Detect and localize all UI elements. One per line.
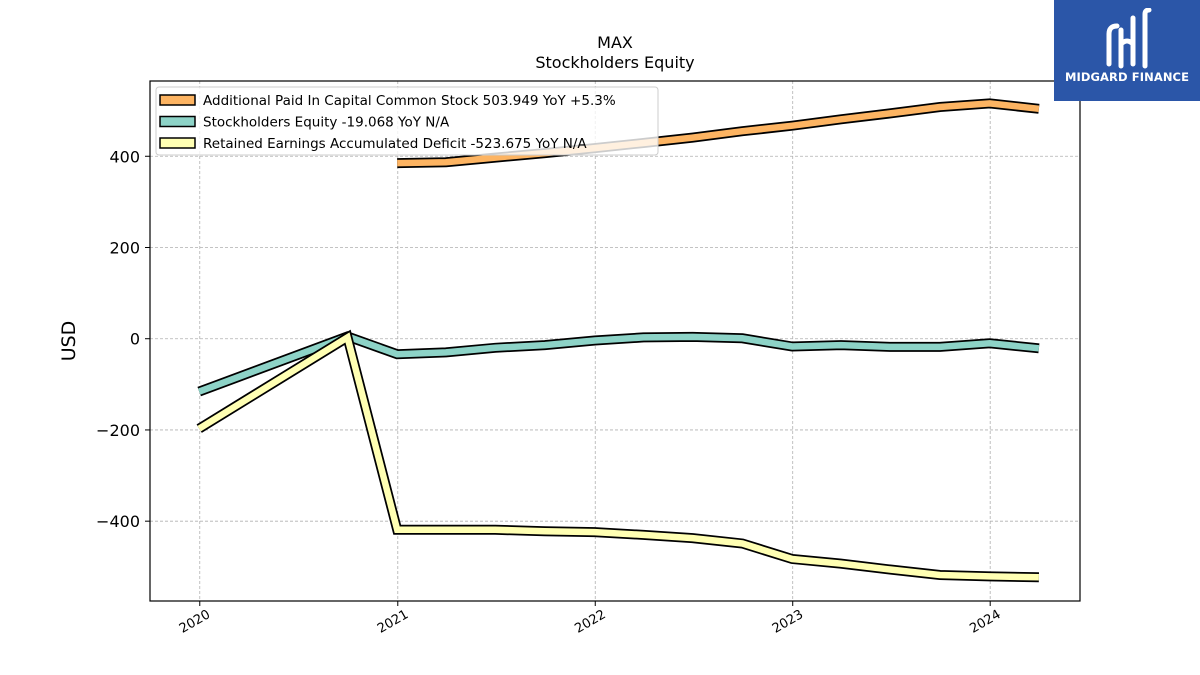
x-tick-label: 2022 <box>572 607 608 637</box>
legend-item: Stockholders Equity -19.068 YoY N/A <box>159 115 450 131</box>
legend-label: Retained Earnings Accumulated Deficit -5… <box>203 136 587 152</box>
chart-subtitle: Stockholders Equity <box>535 53 694 72</box>
brand-name: MIDGARD FINANCE <box>1064 70 1190 84</box>
chart-title: MAX <box>597 33 633 52</box>
legend-swatch <box>159 115 196 128</box>
y-tick-label: −200 <box>96 421 140 440</box>
x-tick-label: 2020 <box>177 607 213 637</box>
series-1 <box>197 331 1040 397</box>
y-tick-label: 0 <box>130 330 140 349</box>
series-0 <box>397 98 1040 169</box>
legend-item: Additional Paid In Capital Common Stock … <box>159 93 616 109</box>
x-axis: 2020 2021 2022 2023 2024 <box>177 601 1004 637</box>
series-line <box>198 332 1040 395</box>
series-line <box>197 332 1039 581</box>
legend-label: Stockholders Equity -19.068 YoY N/A <box>203 115 450 131</box>
brand-logo: MIDGARD FINANCE <box>1054 0 1200 101</box>
y-tick-label: −400 <box>96 512 140 531</box>
series-line <box>397 100 1040 167</box>
y-tick-label: 400 <box>109 147 140 166</box>
y-axis-label: USD <box>58 321 80 362</box>
y-tick-label: 200 <box>109 238 140 257</box>
x-tick-label: 2021 <box>375 607 411 637</box>
midgard-finance-logo-icon <box>1106 8 1152 69</box>
legend-label: Additional Paid In Capital Common Stock … <box>203 93 616 109</box>
legend-item: Retained Earnings Accumulated Deficit -5… <box>159 136 587 152</box>
series-layer <box>196 98 1040 583</box>
series-2 <box>196 329 1039 583</box>
legend-swatch <box>159 137 196 149</box>
x-tick-label: 2024 <box>967 607 1003 637</box>
legend-box <box>155 86 659 156</box>
legend: Additional Paid In Capital Common Stock … <box>155 86 659 156</box>
series-line-outline <box>196 329 1039 583</box>
x-tick-label: 2023 <box>770 607 806 637</box>
y-axis: 400 200 0 −200 −400 <box>96 147 150 531</box>
legend-swatch <box>159 94 196 106</box>
plot-area-frame <box>149 80 1081 602</box>
